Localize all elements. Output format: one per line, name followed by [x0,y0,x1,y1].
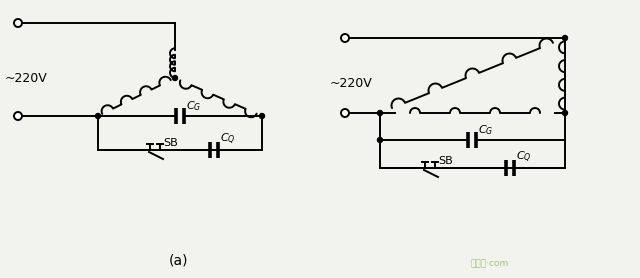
Text: $C_Q$: $C_Q$ [220,132,236,147]
Circle shape [563,110,568,115]
Circle shape [173,76,177,81]
Text: $C_G$: $C_G$ [186,99,202,113]
Circle shape [378,110,383,115]
Circle shape [14,19,22,27]
Text: ~220V: ~220V [330,76,372,90]
Text: $C_Q$: $C_Q$ [516,150,532,165]
Circle shape [95,113,100,118]
Text: ~220V: ~220V [5,71,48,85]
Text: SB: SB [438,156,452,166]
Text: $C_G$: $C_G$ [478,123,493,137]
Circle shape [563,36,568,41]
Circle shape [14,112,22,120]
Circle shape [259,113,264,118]
Text: 绿线图·com: 绿线图·com [471,259,509,268]
Text: (a): (a) [168,254,188,268]
Circle shape [341,109,349,117]
Circle shape [341,34,349,42]
Text: SB: SB [163,138,178,148]
Circle shape [378,138,383,143]
